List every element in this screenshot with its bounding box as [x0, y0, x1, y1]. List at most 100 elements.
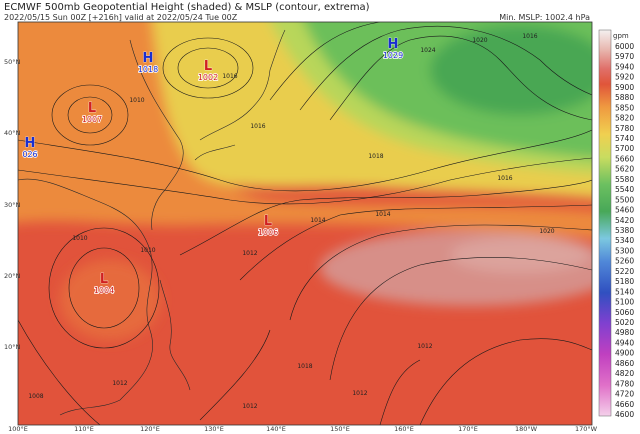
lon-label: 180°W: [515, 425, 538, 433]
isobars: [18, 22, 592, 425]
colorbar-label: 5850: [615, 103, 634, 112]
title: ECMWF 500mb Geopotential Height (shaded)…: [4, 2, 370, 13]
colorbar-label: 5880: [615, 93, 634, 102]
colorbar-label: 5920: [615, 73, 634, 82]
lat-label: 20°N: [4, 272, 21, 280]
contour-label: 1020: [472, 37, 487, 44]
colorbar-label: 5700: [615, 144, 634, 153]
colorbar-label: 5540: [615, 185, 634, 194]
colorbar-label: 4940: [615, 338, 634, 347]
lon-label: 120°E: [140, 425, 160, 433]
colorbar-label: 5660: [615, 154, 634, 163]
contour-label: 1016: [497, 175, 512, 182]
map: 1016 1010 1012 1014 1016 1018 1020 1024 1016 1012…: [18, 22, 592, 425]
colorbar-label: 5970: [615, 52, 634, 61]
lon-label: 130°E: [204, 425, 224, 433]
colorbar-label: 5340: [615, 236, 634, 245]
colorbar-label: 4780: [615, 379, 634, 388]
colorbar-label: 5740: [615, 134, 634, 143]
lat-label: 10°N: [4, 343, 21, 351]
lon-label: 160°E: [394, 425, 414, 433]
colorbar-label: 4600: [615, 410, 634, 419]
shading: [18, 22, 592, 340]
colorbar-label: 5580: [615, 175, 634, 184]
colorbar-label: 4820: [615, 369, 634, 378]
colorbar-label: 4660: [615, 400, 634, 409]
colorbar-label: 5500: [615, 195, 634, 204]
colorbar-label: 5140: [615, 287, 634, 296]
center-symbol: H: [388, 37, 399, 52]
center-value: 1006: [258, 228, 278, 237]
colorbar-label: 5820: [615, 114, 634, 123]
colorbar-label: 5940: [615, 62, 634, 71]
contour-label: 1010: [129, 97, 144, 104]
axis-labels: 50°N 40°N 30°N 20°N 10°N 100°E 110°E 120°E 130°E…: [4, 58, 598, 433]
contour-label: 1012: [112, 380, 127, 387]
contour-label: 1024: [420, 47, 435, 54]
lon-label: 170°E: [458, 425, 478, 433]
lat-label: 40°N: [4, 129, 21, 137]
lat-label: 50°N: [4, 58, 21, 66]
contour-label: 1016: [250, 123, 265, 130]
colorbar-label: 6000: [615, 42, 634, 51]
center-value: 1002: [198, 73, 218, 82]
colorbar-label: 5100: [615, 298, 634, 307]
center-symbol: H: [143, 51, 154, 66]
center-value: 026: [22, 150, 37, 159]
min-mslp: Min. MSLP: 1002.4 hPa: [499, 13, 590, 22]
contour-label: 1008: [28, 393, 43, 400]
center-symbol: L: [100, 272, 108, 287]
colorbar-label: 5020: [615, 318, 634, 327]
center-symbol: L: [88, 101, 96, 116]
contour-label: 1010: [72, 235, 87, 242]
colorbar-label: 5220: [615, 267, 634, 276]
center-value: 1004: [94, 286, 114, 295]
colorbar-label: 5180: [615, 277, 634, 286]
lon-label: 150°E: [330, 425, 350, 433]
contour-label: 1016: [522, 33, 537, 40]
contour-label: 1012: [242, 403, 257, 410]
contour-label: 1012: [352, 390, 367, 397]
contour-label: 1018: [297, 363, 312, 370]
lon-label: 140°E: [266, 425, 286, 433]
colorbar-unit: gpm: [613, 32, 629, 40]
lon-label: 110°E: [74, 425, 94, 433]
colorbar-label: 5300: [615, 246, 634, 255]
coastlines: [18, 29, 286, 416]
colorbar-label: 4980: [615, 328, 634, 337]
contour-label: 1010: [140, 247, 155, 254]
center-value: 1018: [138, 65, 158, 74]
colorbar-label: 5780: [615, 124, 634, 133]
colorbar-label: 5620: [615, 165, 634, 174]
colorbar-label: 5900: [615, 83, 634, 92]
contour-labels: 1016 1010 1012 1014 1016 1018 1020 1024 1016 1012…: [28, 33, 554, 410]
lon-label: 170°W: [575, 425, 598, 433]
colorbar-label: 5060: [615, 308, 634, 317]
contour-label: 1016: [222, 73, 237, 80]
contour-label: 1020: [539, 228, 554, 235]
lon-label: 100°E: [8, 425, 28, 433]
center-symbol: L: [204, 59, 212, 74]
lat-label: 30°N: [4, 201, 21, 209]
contour-label: 1018: [368, 153, 383, 160]
center-value: 1007: [82, 115, 102, 124]
center-symbol: H: [25, 136, 36, 151]
colorbar-label: 4860: [615, 359, 634, 368]
colorbar-label: 4720: [615, 390, 634, 399]
colorbar: [598, 29, 612, 417]
colorbar-label: 5460: [615, 206, 634, 215]
subtitle: 2022/05/15 Sun 00Z [+216h] valid at 2022…: [4, 13, 238, 22]
center-value: 1029: [383, 51, 403, 60]
contour-label: 1012: [417, 343, 432, 350]
contour-label: 1014: [375, 211, 390, 218]
contour-label: 1012: [242, 250, 257, 257]
center-symbol: L: [264, 214, 272, 229]
colorbar-label: 5420: [615, 216, 634, 225]
colorbar-label: 5260: [615, 257, 634, 266]
contour-label: 1014: [310, 217, 325, 224]
map-frame: [17, 21, 593, 426]
